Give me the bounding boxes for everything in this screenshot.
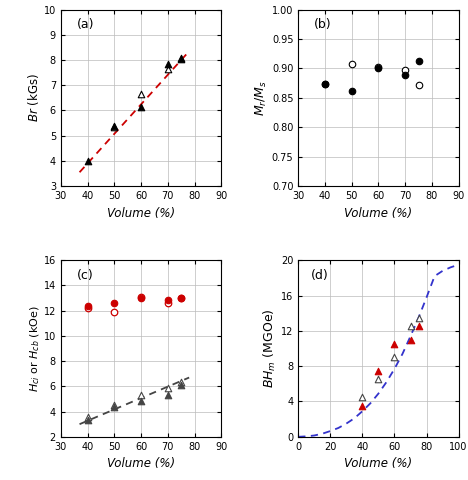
Point [358, 402, 366, 410]
Y-axis label: $\mathit{BH_m}$ (MGOe): $\mathit{BH_m}$ (MGOe) [262, 309, 278, 388]
Point [375, 375, 382, 383]
Text: (a): (a) [77, 18, 95, 31]
Point [164, 391, 171, 399]
Point [110, 122, 118, 130]
Point [84, 417, 91, 424]
Point [415, 58, 422, 65]
Point [137, 90, 145, 98]
Point [358, 393, 366, 401]
Point [137, 397, 145, 405]
Point [348, 87, 356, 95]
Point [375, 65, 382, 72]
Point [137, 294, 145, 301]
Text: (c): (c) [77, 269, 94, 282]
Y-axis label: $\mathit{Br}$ (kGs): $\mathit{Br}$ (kGs) [26, 73, 41, 122]
Point [164, 296, 171, 304]
X-axis label: Volume (%): Volume (%) [344, 457, 412, 470]
Point [110, 308, 118, 316]
Point [164, 384, 171, 392]
Point [177, 55, 185, 62]
Point [348, 60, 356, 68]
Point [177, 54, 185, 61]
Point [164, 65, 171, 72]
Point [391, 340, 398, 348]
Point [407, 323, 414, 330]
Point [110, 123, 118, 131]
Point [84, 413, 91, 421]
X-axis label: Volume (%): Volume (%) [107, 457, 175, 470]
Point [137, 103, 145, 110]
Point [84, 157, 91, 165]
Y-axis label: $\mathit{H_{ci}}$ or $\mathit{H_{cb}}$ (kOe): $\mathit{H_{ci}}$ or $\mathit{H_{cb}}$ (… [29, 305, 42, 392]
Text: (d): (d) [311, 269, 329, 282]
Point [177, 381, 185, 389]
Point [177, 294, 185, 302]
Point [110, 401, 118, 408]
Point [415, 314, 422, 322]
Point [375, 367, 382, 374]
Point [402, 71, 409, 79]
Point [407, 336, 414, 344]
Point [110, 299, 118, 306]
Point [391, 354, 398, 361]
Point [137, 391, 145, 399]
Point [164, 60, 171, 68]
Y-axis label: $\mathit{M_r/M_s}$: $\mathit{M_r/M_s}$ [254, 80, 269, 116]
Point [415, 323, 422, 330]
Point [321, 81, 329, 88]
Point [415, 81, 422, 89]
Point [177, 294, 185, 302]
Point [164, 299, 171, 306]
Point [321, 81, 329, 88]
Point [137, 294, 145, 302]
Point [402, 66, 409, 73]
Point [375, 63, 382, 71]
Point [110, 403, 118, 410]
Point [84, 304, 91, 312]
Text: (b): (b) [314, 18, 332, 31]
Point [84, 302, 91, 310]
X-axis label: Volume (%): Volume (%) [107, 206, 175, 219]
Point [177, 378, 185, 386]
X-axis label: Volume (%): Volume (%) [344, 206, 412, 219]
